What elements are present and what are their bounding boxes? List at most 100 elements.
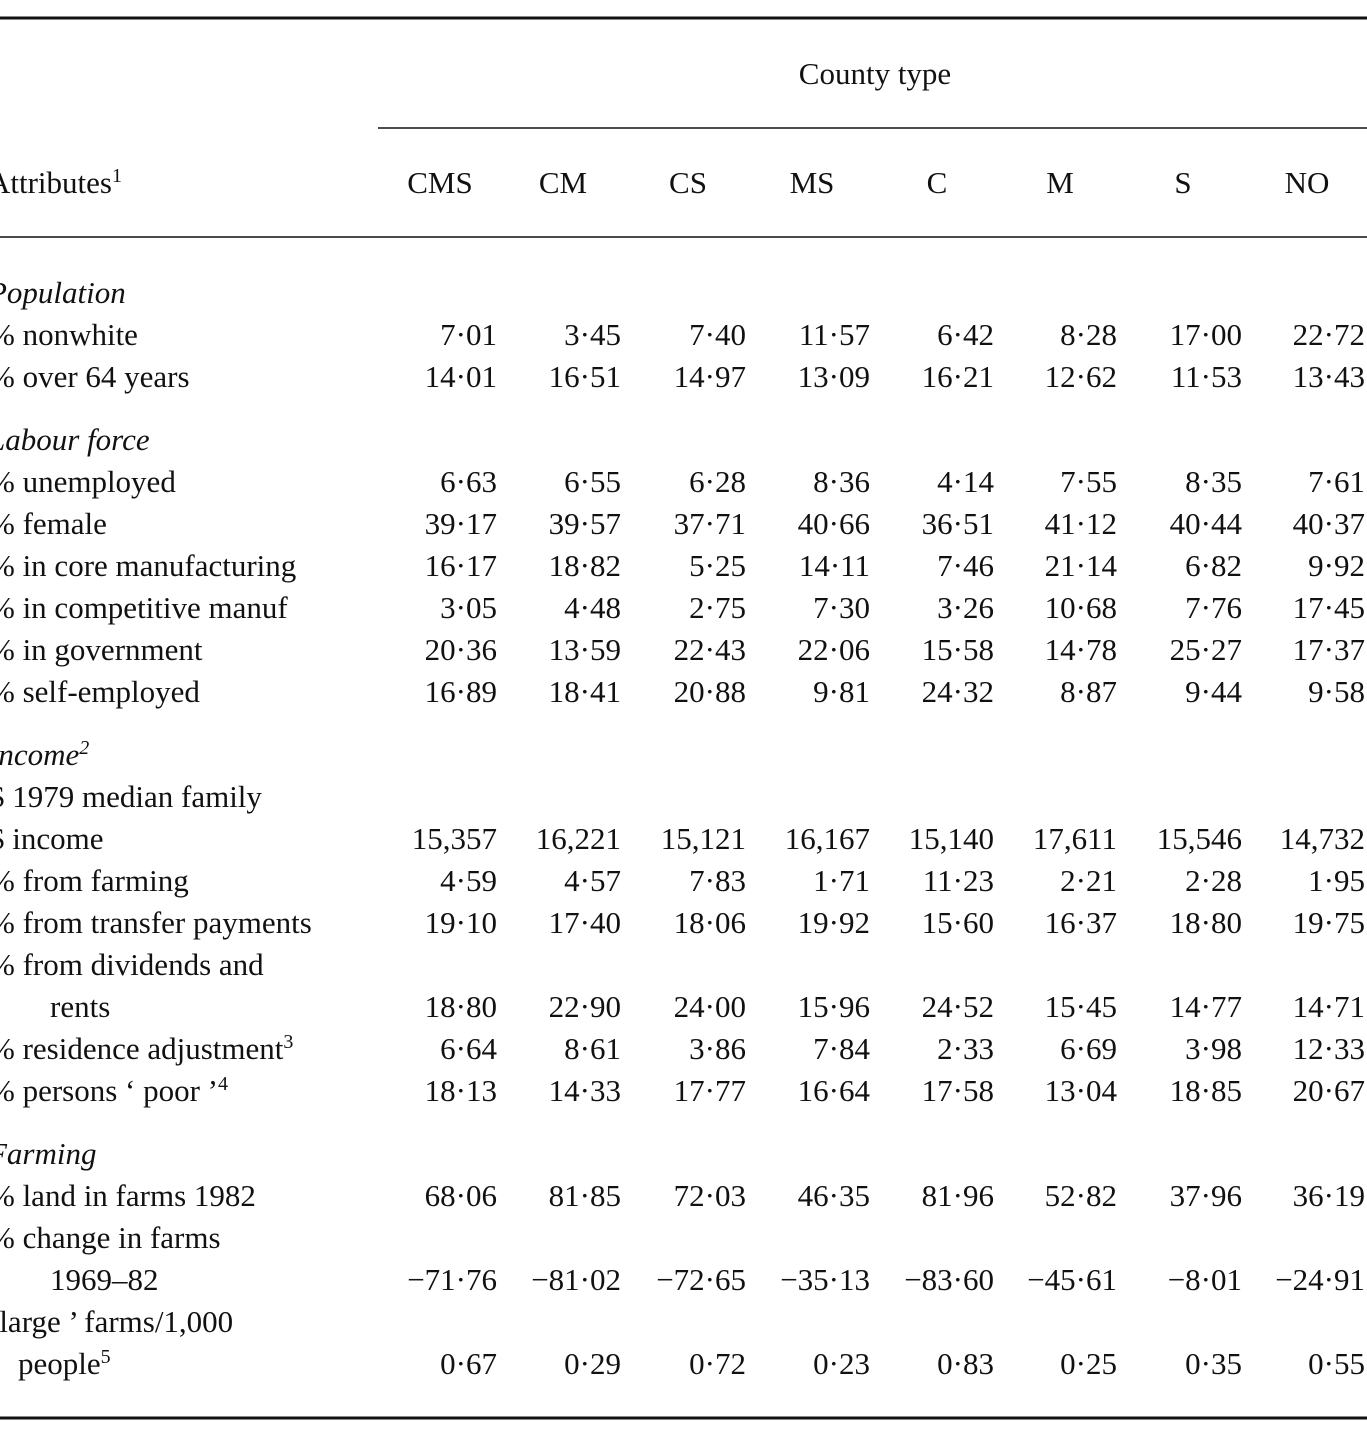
row-label: % land in farms 1982 xyxy=(0,1178,256,1213)
cell-value: 6·69 xyxy=(1060,1031,1117,1066)
footnote-mark: 1 xyxy=(112,165,122,187)
section-title: Labour force xyxy=(0,422,150,457)
cell-value: 16·17 xyxy=(425,548,497,583)
cell-value: 40·37 xyxy=(1293,506,1365,541)
cell-value: 16·64 xyxy=(798,1073,871,1108)
cell-value: 19·10 xyxy=(425,905,497,940)
cell-value: 0·35 xyxy=(1185,1346,1242,1381)
column-header: NO xyxy=(1285,165,1330,200)
cell-value: 14·33 xyxy=(549,1073,621,1108)
cell-value: 17,611 xyxy=(1033,821,1117,856)
column-header: MS xyxy=(790,165,835,200)
cell-value: 20·67 xyxy=(1293,1073,1365,1108)
row-label-text: % in core manufacturing xyxy=(0,548,296,583)
column-header: CMS xyxy=(407,165,472,200)
column-header: CS xyxy=(669,165,707,200)
row-label-text: % unemployed xyxy=(0,464,176,499)
row-label-text: % from dividends and xyxy=(0,947,264,982)
cell-value: 9·58 xyxy=(1308,674,1365,709)
cell-value: 17·40 xyxy=(549,905,621,940)
cell-value: 8·35 xyxy=(1185,464,1242,499)
cell-value: 18·80 xyxy=(425,989,497,1024)
row-label: rents xyxy=(50,989,110,1024)
row-label-text: ‘large ’ farms/1,000 xyxy=(0,1304,233,1339)
row-label-text: $ income xyxy=(0,821,104,856)
cell-value: 22·90 xyxy=(549,989,621,1024)
row-label-text: % self-employed xyxy=(0,674,200,709)
row-label-text: % over 64 years xyxy=(0,359,190,394)
cell-value: 8·28 xyxy=(1060,317,1117,352)
row-label-text: rents xyxy=(50,989,110,1024)
cell-value: 0·72 xyxy=(689,1346,746,1381)
cell-value: 13·09 xyxy=(798,359,870,394)
column-header: CM xyxy=(539,165,587,200)
cell-value: 16·89 xyxy=(425,674,497,709)
cell-value: 15,546 xyxy=(1157,821,1242,856)
cell-value: 7·40 xyxy=(689,317,746,352)
cell-value: 2·75 xyxy=(689,590,746,625)
row-label: % self-employed xyxy=(0,674,200,709)
cell-value: 6·82 xyxy=(1185,548,1242,583)
cell-value: 2·28 xyxy=(1185,863,1242,898)
cell-value: 6·64 xyxy=(440,1031,497,1066)
cell-value: 13·43 xyxy=(1293,359,1365,394)
cell-value: 16·51 xyxy=(549,359,621,394)
row-label-text: % persons ‘ poor ’ xyxy=(0,1073,218,1108)
cell-value: 72·03 xyxy=(674,1178,746,1213)
cell-value: 15·58 xyxy=(922,632,994,667)
row-label: % unemployed xyxy=(0,464,176,499)
cell-value: 14,732 xyxy=(1280,821,1365,856)
cell-value: 18·06 xyxy=(674,905,746,940)
cell-value: 2·21 xyxy=(1060,863,1117,898)
cell-value: 46·35 xyxy=(798,1178,870,1213)
row-label: % female xyxy=(0,506,107,541)
cell-value: 9·81 xyxy=(813,674,870,709)
cell-value: 17·77 xyxy=(674,1073,746,1108)
cell-value: 8·61 xyxy=(564,1031,621,1066)
cell-value: 19·92 xyxy=(798,905,870,940)
cell-value: 13·04 xyxy=(1045,1073,1118,1108)
cell-value: 17·00 xyxy=(1170,317,1242,352)
cell-value: 17·45 xyxy=(1293,590,1365,625)
column-header: C xyxy=(927,165,948,200)
cell-value: 7·01 xyxy=(440,317,497,352)
cell-value: −83·60 xyxy=(904,1262,994,1297)
row-label: $ 1979 median family xyxy=(0,779,262,814)
cell-value: 39·17 xyxy=(425,506,497,541)
column-header: M xyxy=(1046,165,1074,200)
cell-value: 0·83 xyxy=(937,1346,994,1381)
row-label-text: % land in farms 1982 xyxy=(0,1178,256,1213)
cell-value: 14·71 xyxy=(1293,989,1365,1024)
row-label: $ income xyxy=(0,821,104,856)
cell-value: 24·00 xyxy=(674,989,746,1024)
cell-value: 0·67 xyxy=(440,1346,497,1381)
cell-value: 40·44 xyxy=(1170,506,1243,541)
stub-header: Attributes1 xyxy=(0,165,122,200)
cell-value: 5·25 xyxy=(689,548,746,583)
cell-value: 39·57 xyxy=(549,506,621,541)
cell-value: 0·55 xyxy=(1308,1346,1365,1381)
column-header: S xyxy=(1174,165,1191,200)
cell-value: 0·29 xyxy=(564,1346,621,1381)
section-title-text: Population xyxy=(0,275,126,310)
row-label: 1969–82 xyxy=(50,1262,159,1297)
row-label-text: % residence adjustment xyxy=(0,1031,284,1066)
cell-value: 36·19 xyxy=(1293,1178,1365,1213)
stub-header-text: Attributes xyxy=(0,165,112,200)
row-label: % from dividends and xyxy=(0,947,264,982)
row-label: % from farming xyxy=(0,863,189,898)
footnote-mark: 4 xyxy=(218,1073,228,1095)
cell-value: −72·65 xyxy=(656,1262,746,1297)
cell-value: 18·80 xyxy=(1170,905,1242,940)
cell-value: 12·33 xyxy=(1293,1031,1365,1066)
row-label-text: % nonwhite xyxy=(0,317,138,352)
cell-value: 16,221 xyxy=(536,821,621,856)
cell-value: 8·87 xyxy=(1060,674,1117,709)
cell-value: 18·85 xyxy=(1170,1073,1242,1108)
cell-value: −45·61 xyxy=(1027,1262,1117,1297)
row-label: % from transfer payments xyxy=(0,905,312,940)
footnote-mark: 3 xyxy=(283,1031,293,1053)
cell-value: 16·21 xyxy=(922,359,994,394)
cell-value: 15·45 xyxy=(1045,989,1117,1024)
